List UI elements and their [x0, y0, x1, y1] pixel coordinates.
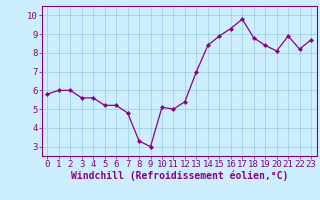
X-axis label: Windchill (Refroidissement éolien,°C): Windchill (Refroidissement éolien,°C) [70, 171, 288, 181]
